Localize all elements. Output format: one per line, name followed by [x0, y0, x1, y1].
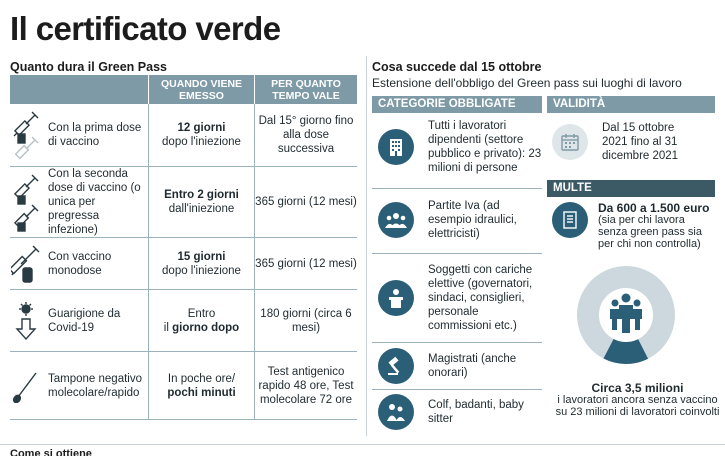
table-row: Tampone negativo molecolare/rapido In po… — [10, 352, 357, 420]
row-label: Con la prima dose di vaccino — [48, 122, 142, 148]
row-validity: 180 giorni (circa 6 mesi) — [254, 290, 357, 351]
unvaccinated-donut — [576, 265, 676, 365]
category-text: Partite Iva (ad esempio idraulici, elett… — [428, 200, 517, 240]
row-label: Guarigione da Covid-19 — [48, 307, 121, 334]
row-when-bold: pochi minuti — [167, 386, 236, 399]
category-item: Soggetti con cariche elettive (governato… — [372, 256, 542, 340]
row-when-bold: Entro 2 giorni — [164, 189, 239, 201]
podium-icon — [378, 280, 414, 316]
table-header: QUANDO VIENE EMESSO PER QUANTO TEMPO VAL… — [10, 75, 357, 104]
unvaccinated-big: Circa 3,5 milioni — [591, 381, 684, 395]
col-header-duration: PER QUANTO TEMPO VALE — [254, 75, 357, 104]
validity-header: VALIDITÀ — [547, 96, 715, 113]
syringe-icon — [10, 109, 42, 161]
fines-header: MULTE — [547, 180, 715, 197]
categories-header: CATEGORIE OBBLIGATE — [372, 96, 542, 113]
column-divider — [366, 56, 367, 436]
category-text: Magistrati (anche onorari) — [428, 353, 517, 379]
syringe-vial-icon — [10, 244, 42, 284]
row-when-mid: il — [163, 321, 169, 334]
validity-table: QUANDO VIENE EMESSO PER QUANTO TEMPO VAL… — [10, 75, 357, 420]
category-divider — [372, 253, 542, 254]
caregivers-icon — [378, 394, 414, 430]
category-text: Colf, badanti, baby sitter — [428, 399, 524, 425]
category-divider — [372, 342, 542, 343]
table-row: Con vaccino monodose 15 giorni dopo l'in… — [10, 238, 357, 290]
category-divider — [372, 389, 542, 390]
right-heading: Cosa succede dal 15 ottobre — [372, 60, 542, 74]
row-when-pre: In poche ore/ — [167, 372, 236, 385]
donut-unvaccinated-arc — [577, 266, 675, 364]
category-item: Magistrati (anche onorari) — [372, 346, 542, 386]
building-icon — [378, 129, 414, 165]
row-label: Tampone negativo molecolare/rapido — [48, 372, 142, 399]
table-row: Guarigione da Covid-19 Entro il giorno d… — [10, 290, 357, 352]
category-text: Tutti i lavoratori dipendenti (settore p… — [428, 120, 542, 174]
category-item: Partite Iva (ad esempio idraulici, elett… — [372, 192, 542, 248]
row-validity: 365 giorni (12 mesi) — [254, 238, 357, 289]
left-heading: Quanto dura il Green Pass — [10, 60, 167, 74]
fines-amount: Da 600 a 1.500 euro — [598, 201, 710, 215]
group-icon — [378, 202, 414, 238]
row-when-rest: dopo l'iniezione — [162, 264, 241, 277]
bottom-divider — [0, 444, 725, 445]
unvaccinated-caption: Circa 3,5 milioni i lavoratori ancora se… — [555, 382, 720, 418]
fines-block: Da 600 a 1.500 euro (sia per chi lavora … — [552, 202, 714, 250]
fines-text: (sia per chi lavora senza green pass sia… — [598, 214, 702, 250]
table-row: Con la seconda dose di vaccino (o unica … — [10, 167, 357, 238]
document-icon — [552, 202, 588, 238]
people-icon — [610, 293, 642, 333]
page-title: Il certificato verde — [10, 10, 281, 47]
row-validity: Dal 15° giorno fino alla dose successiva — [254, 104, 357, 166]
category-divider — [372, 188, 542, 189]
row-when-rest: dall'iniezione — [168, 203, 235, 215]
unvaccinated-text: i lavoratori ancora senza vaccino su 23 … — [555, 394, 720, 418]
row-validity: Test antigenico rapido 48 ore, Test mole… — [254, 352, 357, 419]
category-item: Colf, badanti, baby sitter — [372, 392, 542, 432]
virus-arrow-icon — [10, 301, 42, 341]
footer-text: Come si ottiene — [10, 448, 92, 456]
syringe-icon — [10, 172, 42, 232]
row-when-bold: giorno dopo — [172, 321, 240, 334]
row-label: Con la seconda dose di vaccino (o unica … — [48, 168, 141, 236]
col-header-when: QUANDO VIENE EMESSO — [148, 75, 254, 104]
row-label: Con vaccino monodose — [48, 250, 112, 277]
row-validity: 365 giorni (12 mesi) — [254, 167, 357, 237]
row-when-pre: Entro — [187, 307, 216, 320]
calendar-icon — [552, 124, 588, 160]
validity-block: Dal 15 ottobre 2021 fino al 31 dicembre … — [552, 121, 702, 163]
right-subheading: Estensione dell'obbligo del Green pass s… — [372, 76, 682, 90]
gavel-icon — [378, 348, 414, 384]
swab-icon — [10, 369, 42, 403]
category-item: Tutti i lavoratori dipendenti (settore p… — [372, 117, 542, 177]
validity-text: Dal 15 ottobre 2021 fino al 31 dicembre … — [602, 122, 679, 162]
row-when-bold: 12 giorni — [177, 122, 226, 134]
table-row: Con la prima dose di vaccino 12 giorni d… — [10, 104, 357, 167]
category-text: Soggetti con cariche elettive (governato… — [428, 264, 533, 332]
row-when-rest: dopo l'iniezione — [162, 136, 241, 148]
row-when-bold: 15 giorni — [177, 250, 226, 263]
